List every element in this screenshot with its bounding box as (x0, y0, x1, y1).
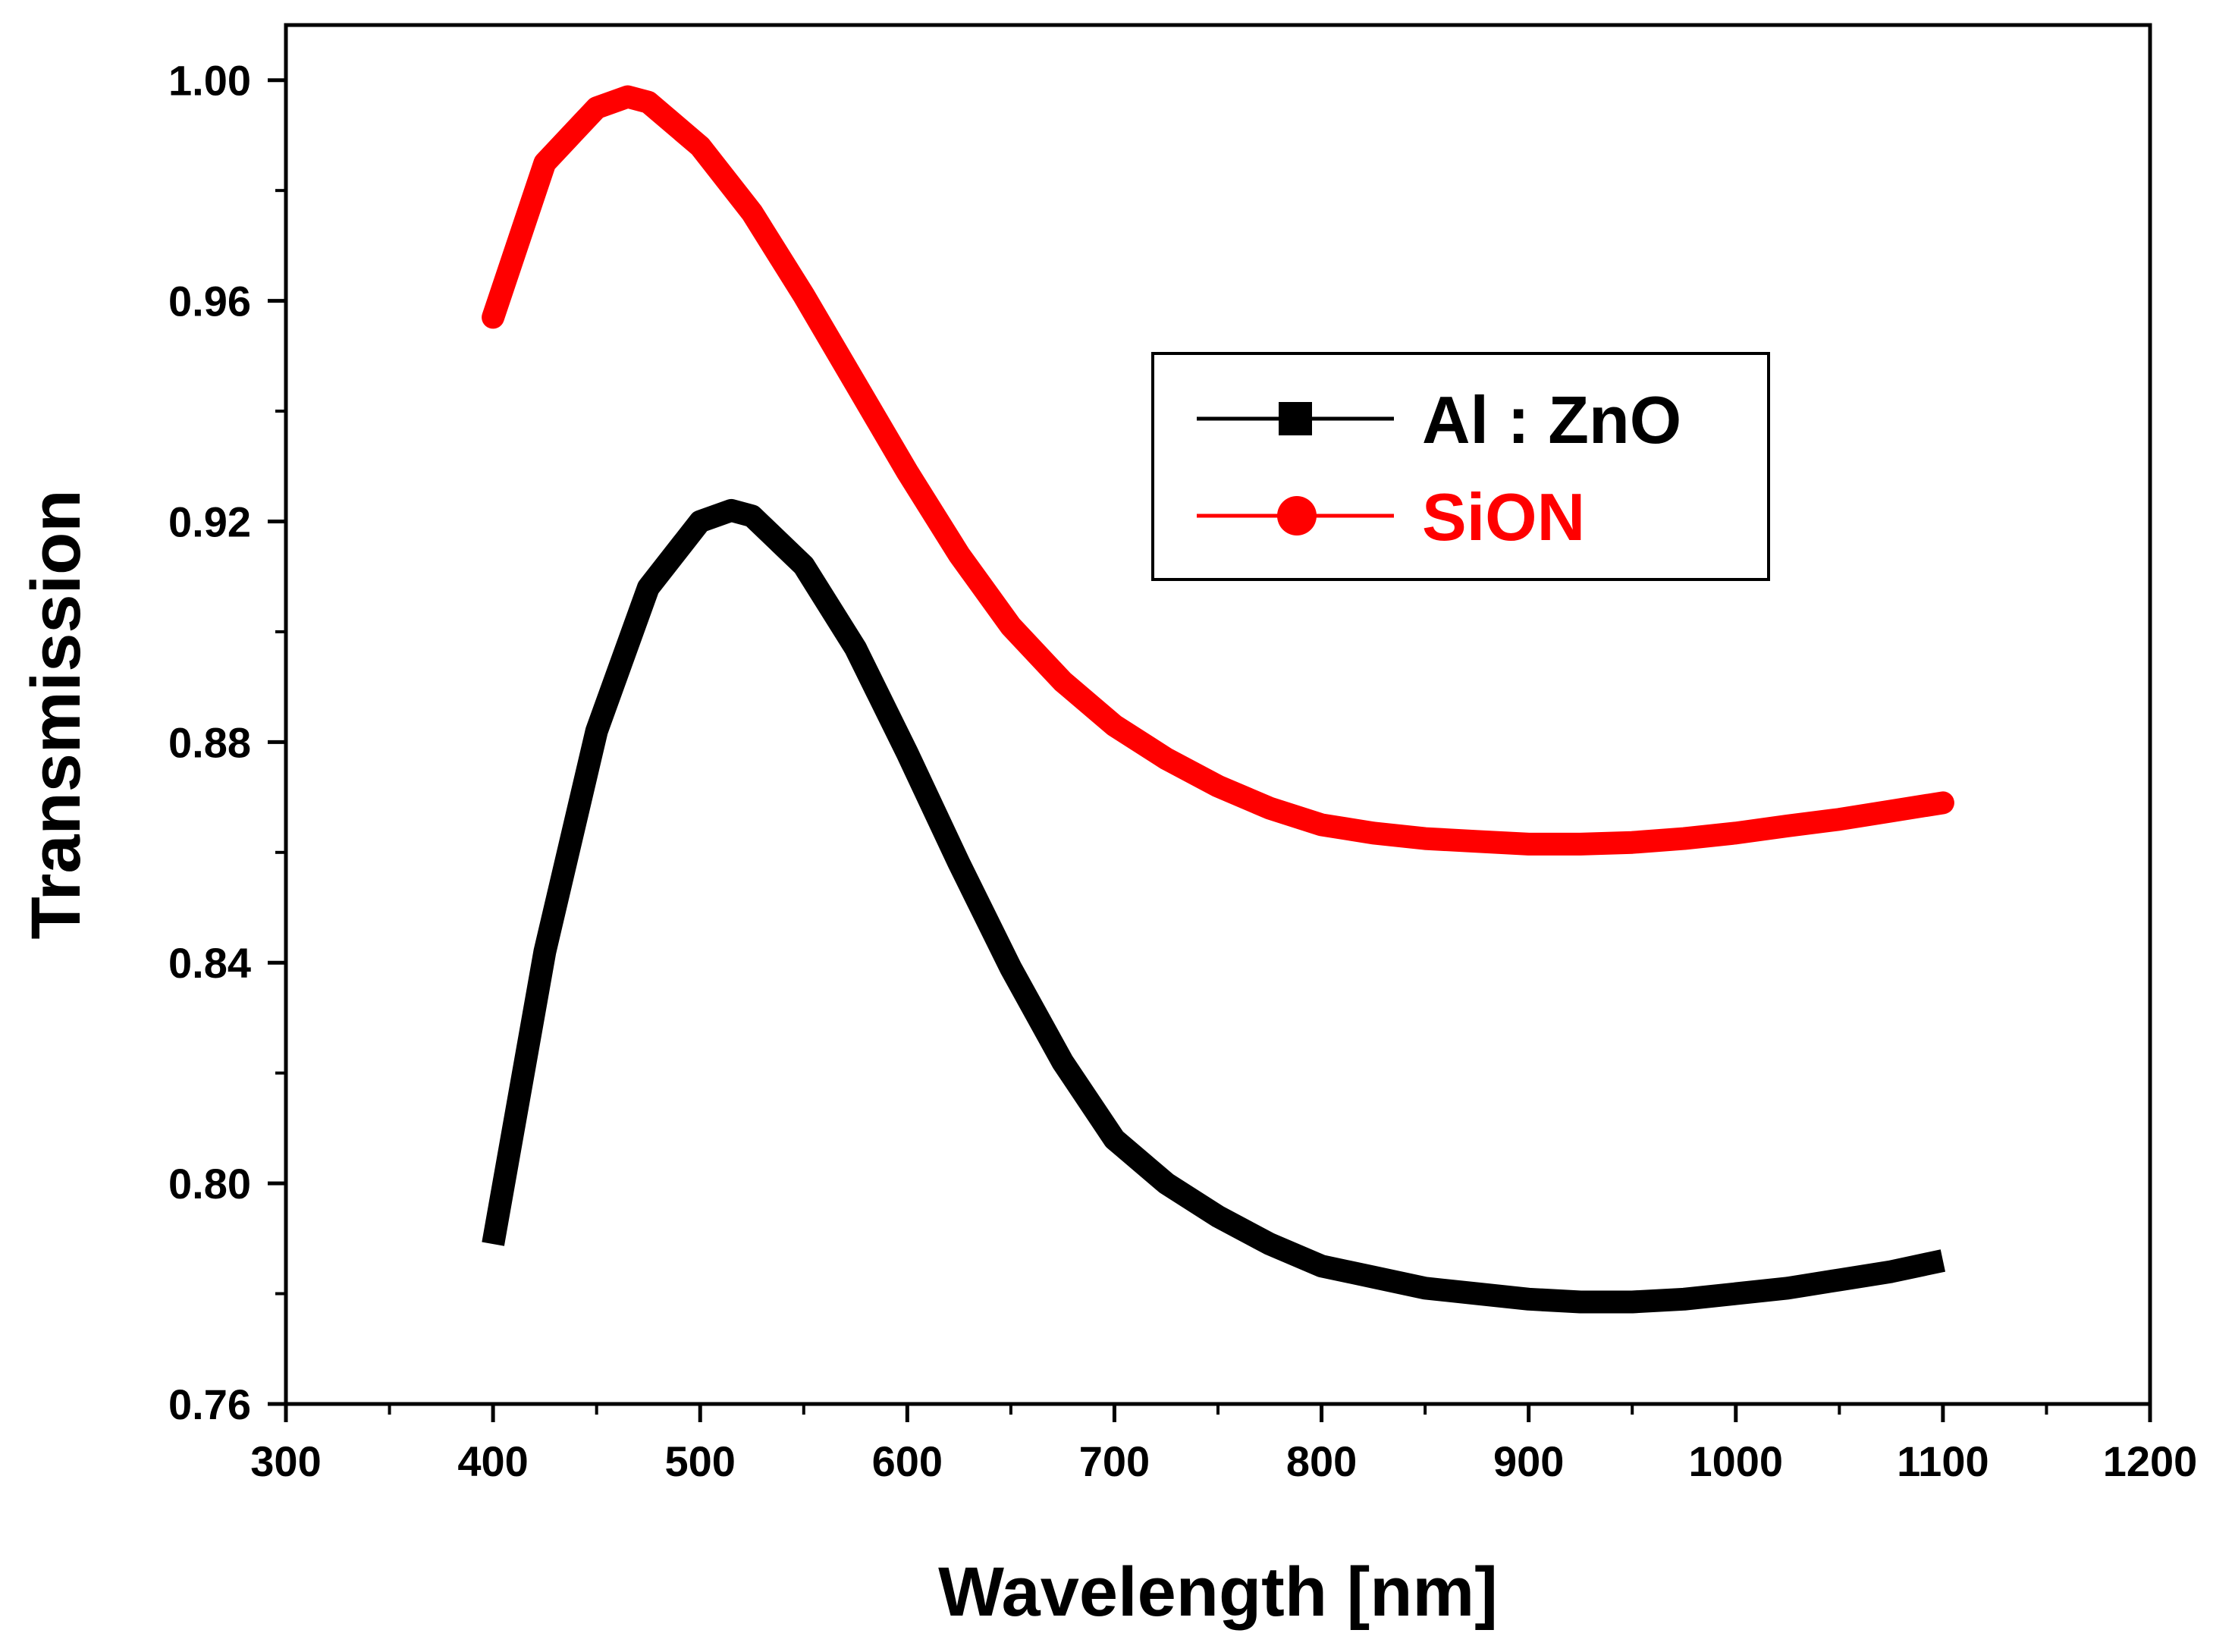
y-tick-label: 0.76 (168, 1380, 251, 1428)
y-axis: 0.76 0.80 0.84 0.88 0.92 0.96 1.00 (168, 57, 286, 1428)
x-tick-label: 300 (250, 1437, 321, 1485)
x-tick-label: 1100 (1897, 1437, 1989, 1485)
x-tick-label: 1200 (2103, 1437, 2198, 1485)
x-tick-label: 500 (665, 1437, 736, 1485)
y-tick-label: 0.88 (168, 718, 251, 766)
x-axis: 300 400 500 600 700 800 900 1000 1100 1200 (250, 1404, 2197, 1485)
y-tick-label: 0.92 (168, 498, 251, 545)
x-axis-title: Wavelength [nm] (938, 1553, 1498, 1631)
x-tick-label: 700 (1079, 1437, 1150, 1485)
x-tick-label: 400 (457, 1437, 528, 1485)
y-tick-label: 0.96 (168, 278, 251, 325)
series-layer (482, 85, 1954, 1314)
legend-box (1151, 352, 1770, 581)
legend-marker-sion (1277, 496, 1317, 535)
legend: Al : ZnO SiON (1151, 352, 1770, 581)
series-line-1 (482, 85, 1954, 856)
y-tick-label: 0.84 (168, 939, 251, 987)
y-axis-title: Transmission (17, 489, 95, 939)
legend-marker-alzno (1279, 402, 1312, 435)
y-tick-label: 1.00 (168, 57, 251, 105)
x-tick-label: 1000 (1688, 1437, 1783, 1485)
legend-label-alzno: Al : ZnO (1422, 382, 1681, 457)
legend-label-sion: SiON (1422, 479, 1585, 554)
x-tick-label: 800 (1286, 1437, 1357, 1485)
x-tick-label: 600 (872, 1437, 943, 1485)
y-tick-label: 0.80 (168, 1160, 251, 1208)
x-tick-label: 900 (1493, 1437, 1564, 1485)
series-line-0 (482, 498, 1946, 1314)
